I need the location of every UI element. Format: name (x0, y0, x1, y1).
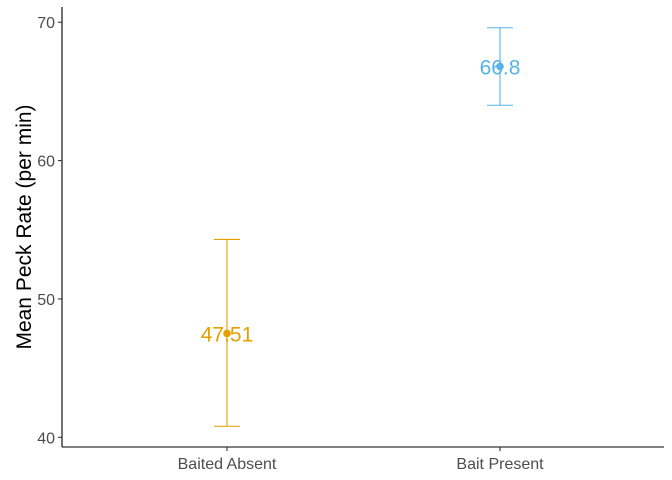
y-axis-ticks: 40 50 60 70 (37, 15, 62, 447)
data-label: 47.51 (201, 323, 254, 346)
y-axis-title: Mean Peck Rate (per min) (13, 104, 36, 349)
x-axis-ticks: Baited Absent Bait Present (178, 447, 544, 473)
y-tick-label: 40 (37, 430, 55, 447)
data-label: 66.8 (480, 56, 521, 79)
x-tick-label: Baited Absent (178, 456, 277, 473)
plot-panel (61, 7, 664, 448)
y-tick-label: 60 (37, 154, 55, 171)
y-tick-label: 70 (37, 15, 55, 32)
mean-point (223, 329, 231, 338)
y-tick-label: 50 (37, 292, 55, 309)
x-tick-label: Bait Present (456, 456, 544, 473)
mean-point (496, 62, 504, 71)
data-marks: 47.51 66.8 (201, 27, 521, 427)
